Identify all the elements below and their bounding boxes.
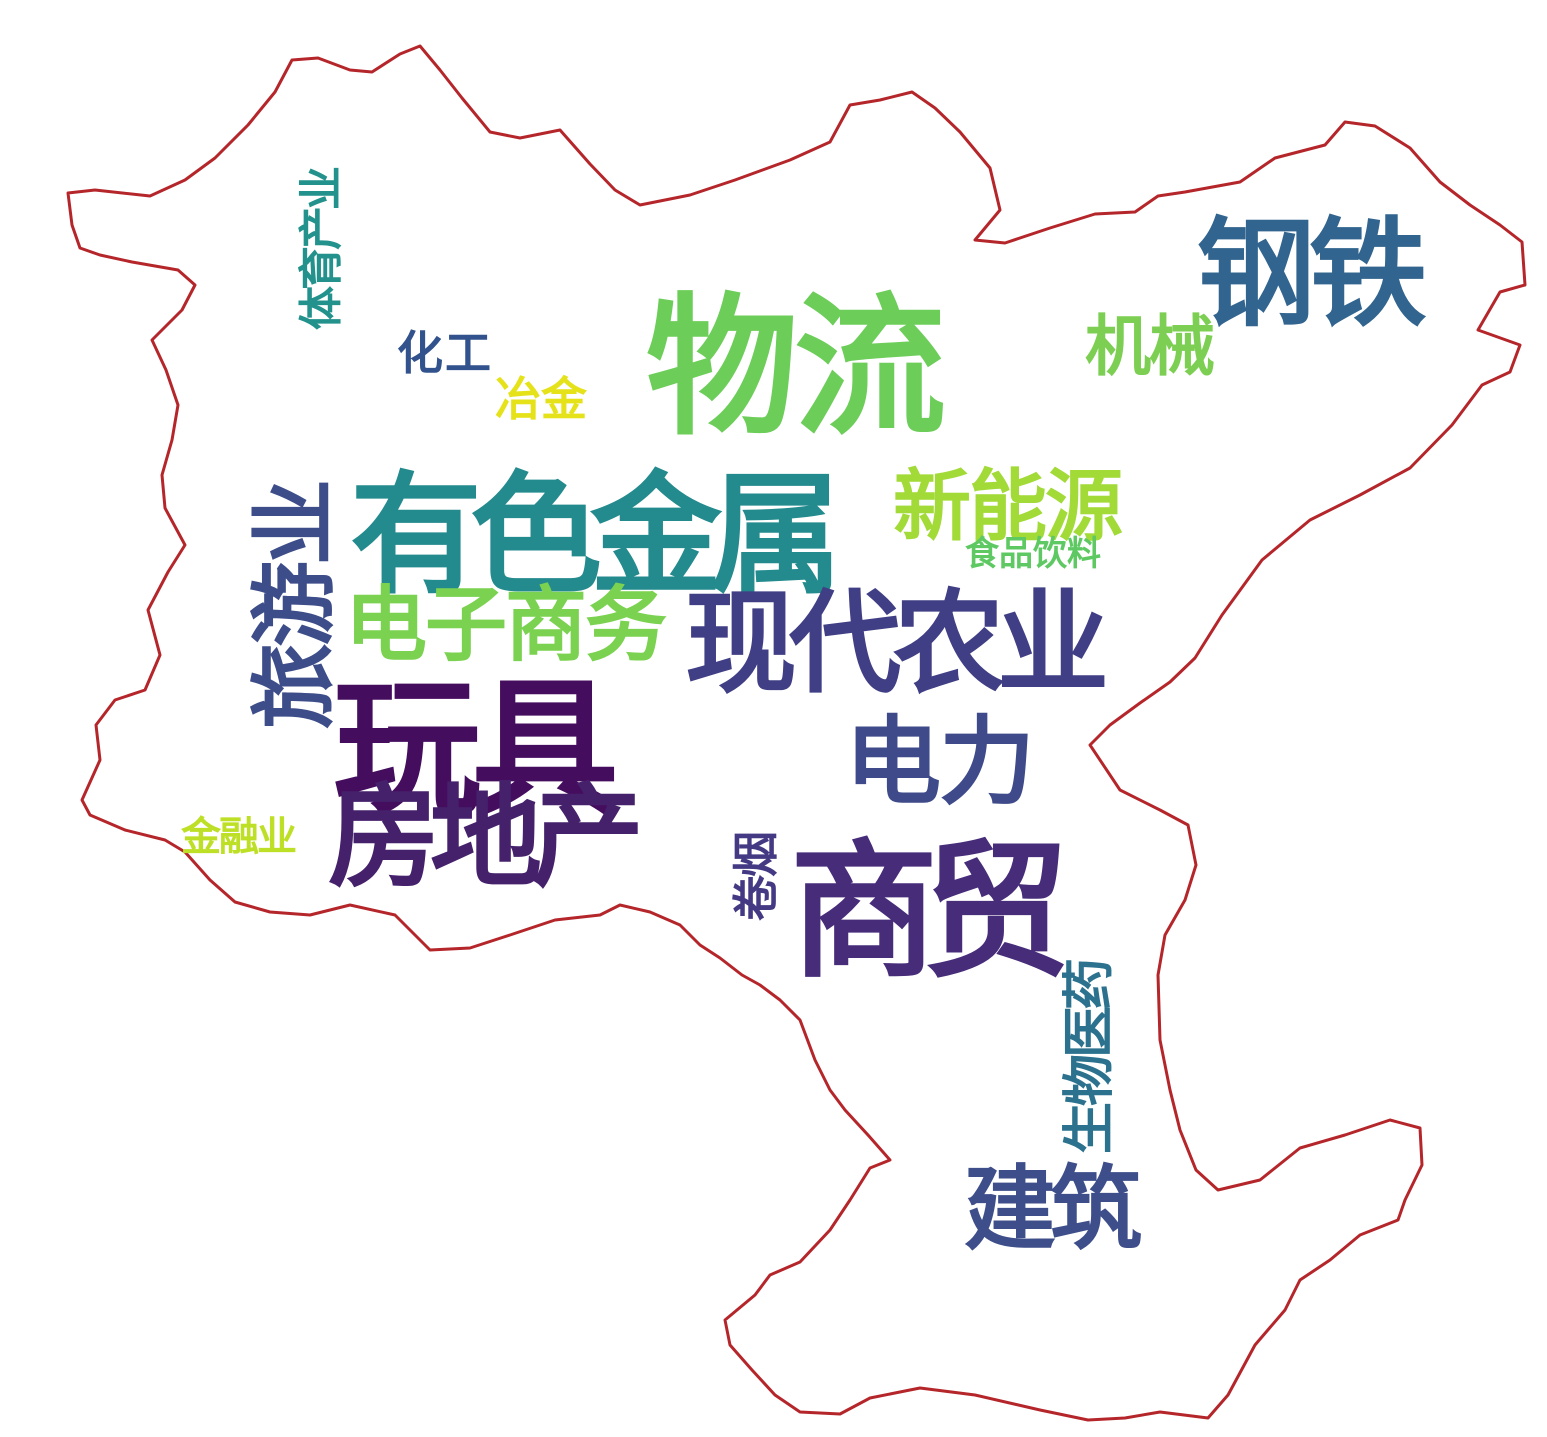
word-jinrong-ye: 金融业 — [181, 814, 297, 860]
word-youse-jinshu: 有色金属 — [350, 459, 842, 613]
word-tiyu-chanye: 体育产业 — [296, 170, 347, 330]
word-shengwu-yiyao: 生物医药 — [1060, 961, 1121, 1155]
word-wanju: 玩具 — [333, 663, 619, 835]
word-wuliu: 物流 — [646, 279, 946, 456]
word-gangtie: 钢铁 — [1197, 205, 1427, 343]
word-jixie: 机械 — [1085, 308, 1215, 385]
word-dianli: 电力 — [845, 706, 1035, 818]
word-dianzi-shangwu: 电子商务 — [345, 578, 667, 673]
word-xiandai-nongye: 现代农业 — [685, 579, 1109, 709]
word-shipin-yinliao: 食品饮料 — [965, 534, 1101, 574]
word-jianzhu: 建筑 — [964, 1156, 1142, 1263]
word-yejin: 冶金 — [495, 372, 587, 426]
word-shangmao: 商贸 — [790, 826, 1070, 998]
word-fangdichan: 房地产 — [328, 773, 644, 903]
word-huagong: 化工 — [397, 326, 493, 380]
word-xinnengyuan: 新能源 — [893, 462, 1123, 552]
word-juanyan: 卷烟 — [729, 833, 783, 921]
region-boundary-path — [66, 44, 1527, 1422]
word-lvyou-ye: 旅游业 — [245, 483, 345, 729]
